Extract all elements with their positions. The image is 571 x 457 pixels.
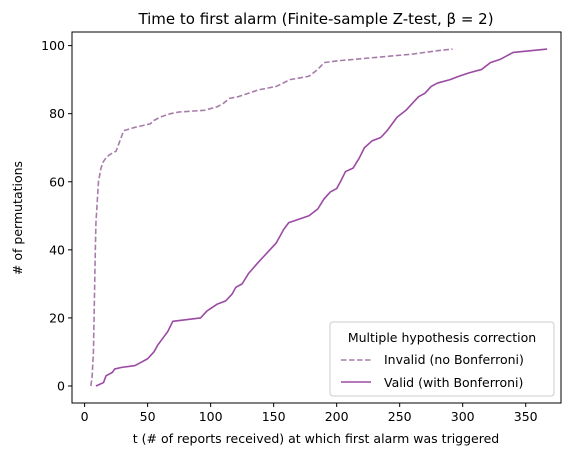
series-layer — [90, 48, 548, 387]
y-tick-label: 0 — [57, 378, 65, 393]
x-tick-label: 300 — [451, 409, 475, 424]
x-tick-label: 100 — [199, 409, 223, 424]
chart-title: Time to first alarm (Finite-sample Z-tes… — [137, 10, 493, 28]
legend-box — [329, 321, 555, 397]
y-axis-ticks: 0 20 40 60 80 100 — [41, 38, 72, 393]
x-tick-label: 250 — [388, 409, 412, 424]
x-tick-label: 200 — [325, 409, 349, 424]
x-tick-label: 350 — [514, 409, 538, 424]
x-tick-label: 150 — [262, 409, 286, 424]
y-tick-label: 20 — [49, 310, 65, 325]
y-tick-label: 100 — [41, 38, 65, 53]
y-tick-label: 40 — [49, 242, 65, 257]
x-tick-label: 0 — [81, 409, 89, 424]
x-tick-label: 50 — [140, 409, 156, 424]
x-axis-ticks: 0 50 100 150 200 250 300 350 — [81, 403, 538, 424]
y-tick-label: 60 — [49, 174, 65, 189]
series-line-invalid — [90, 48, 453, 387]
x-axis-label: t (# of reports received) at which first… — [133, 431, 499, 446]
legend-title: Multiple hypothesis correction — [348, 330, 536, 345]
legend-label-invalid: Invalid (no Bonferroni) — [384, 352, 524, 367]
legend: Multiple hypothesis correction Invalid (… — [329, 321, 555, 397]
y-axis-label: # of permutations — [10, 161, 25, 275]
y-tick-label: 80 — [49, 106, 65, 121]
legend-label-valid: Valid (with Bonferroni) — [384, 375, 523, 390]
series-line-valid — [95, 48, 548, 387]
